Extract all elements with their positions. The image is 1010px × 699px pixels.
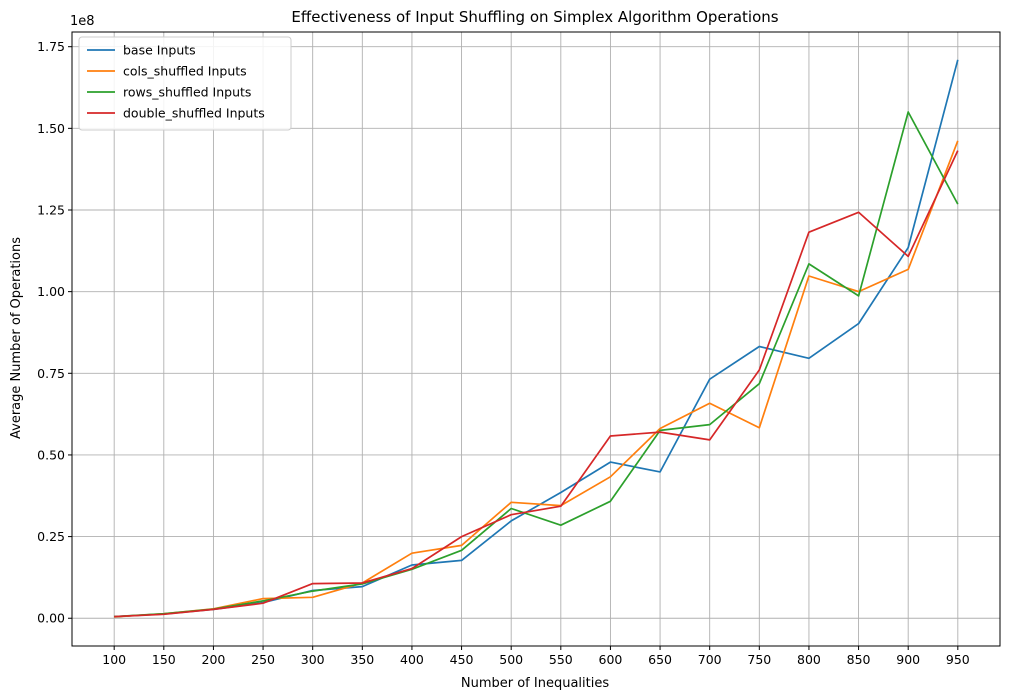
grid-lines: [72, 32, 1000, 646]
y-tick-label: 1.50: [37, 121, 65, 136]
series-line: [114, 140, 959, 618]
x-tick-label: 650: [648, 652, 672, 667]
y-axis-offset-label: 1e8: [70, 14, 95, 29]
x-tick-label: 100: [102, 652, 126, 667]
x-tick-label: 800: [797, 652, 821, 667]
x-tick-label: 500: [499, 652, 523, 667]
x-tick-label: 350: [350, 652, 374, 667]
x-tick-label: 450: [450, 652, 474, 667]
x-tick-label: 250: [251, 652, 275, 667]
x-tick-label: 950: [946, 652, 970, 667]
x-tick-label: 300: [301, 652, 325, 667]
x-tick-label: 200: [202, 652, 226, 667]
y-axis-ticks: 0.00 0.25 0.50 0.75 1.00 1.25 1.50 1.75: [37, 39, 72, 626]
legend-label: double_shuffled Inputs: [123, 106, 265, 121]
legend-label: base Inputs: [123, 43, 196, 58]
x-tick-label: 700: [698, 652, 722, 667]
x-tick-label: 550: [549, 652, 573, 667]
series-line: [114, 59, 959, 618]
x-tick-label: 750: [747, 652, 771, 667]
x-axis-ticks: 100 150 200 250 300 350 400 450 500 550 600 650 700 7…: [102, 646, 970, 667]
axes-frame: [71, 31, 1001, 647]
legend-label: cols_shuffled Inputs: [123, 64, 247, 79]
x-tick-label: 400: [400, 652, 424, 667]
y-tick-label: 1.75: [37, 39, 65, 54]
legend-box: [78, 36, 292, 131]
x-tick-label: 150: [152, 652, 176, 667]
legend: base Inputs cols_shuffled Inputs rows_shuf…: [78, 36, 292, 131]
y-tick-label: 1.00: [37, 284, 65, 299]
series-lines: [114, 59, 959, 618]
x-tick-label: 850: [847, 652, 871, 667]
y-tick-label: 0.00: [37, 611, 65, 626]
y-tick-label: 0.75: [37, 366, 65, 381]
legend-label: rows_shuffled Inputs: [123, 85, 251, 100]
series-line: [114, 111, 959, 618]
x-axis-label: Number of Inequalities: [461, 676, 609, 691]
y-axis-label: Average Number of Operations: [9, 237, 24, 439]
y-tick-label: 0.25: [37, 529, 65, 544]
x-tick-label: 600: [599, 652, 623, 667]
x-tick-label: 900: [896, 652, 920, 667]
series-line: [114, 150, 959, 618]
chart-title: Effectiveness of Input Shuffling on Simp…: [291, 8, 778, 26]
y-tick-label: 1.25: [37, 202, 65, 217]
y-tick-label: 0.50: [37, 447, 65, 462]
